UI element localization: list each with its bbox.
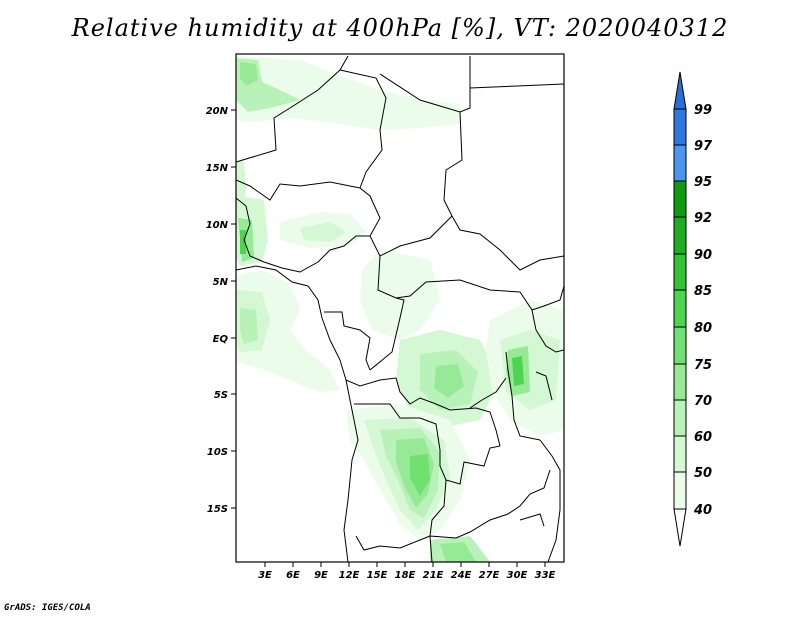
humidity-area (300, 222, 346, 242)
border-line (377, 255, 537, 331)
lon-label: 3E (258, 570, 272, 581)
border-line (505, 351, 541, 441)
colorbar-swatch (673, 253, 687, 291)
border-line (339, 69, 387, 189)
border-line (429, 469, 551, 539)
lat-label: EQ (213, 334, 229, 345)
country-borders (236, 55, 564, 562)
border-line (535, 371, 553, 401)
humidity-area (240, 230, 246, 254)
longitude-axis: 3E 6E 9E 12E 15E 18E 21E 24E 27E 30E 33E (258, 562, 556, 581)
lon-label: 15E (367, 570, 388, 581)
colorbar-label: 80 (694, 321, 712, 336)
colorbar-top-arrow (673, 71, 687, 110)
border-line (429, 535, 433, 562)
lat-label: 10N (206, 220, 229, 231)
border-line (359, 187, 453, 257)
colorbar-label: 90 (694, 248, 712, 263)
lat-label: 20N (206, 106, 229, 117)
border-line (263, 235, 370, 273)
lon-label: 18E (395, 570, 416, 581)
map-title: Relative humidity at 400hPa [%], VT: 202… (71, 14, 729, 42)
border-line (343, 419, 359, 562)
colorbar-swatch (673, 108, 687, 146)
lon-label: 21E (423, 570, 444, 581)
colorbar-swatch (673, 399, 687, 437)
lon-label: 9E (314, 570, 328, 581)
humidity-area (240, 308, 258, 344)
lon-label: 27E (479, 570, 500, 581)
lon-label: 12E (339, 570, 360, 581)
colorbar-label: 95 (694, 175, 712, 190)
colorbar-labels: 99 97 95 92 90 85 80 75 70 60 50 40 (693, 103, 713, 518)
colorbar-label: 40 (693, 503, 712, 518)
lon-label: 6E (286, 570, 300, 581)
colorbar-label: 70 (694, 394, 712, 409)
humidity-area (440, 542, 476, 562)
credit-text: GrADS: IGES/COLA (4, 603, 91, 613)
lon-label: 33E (535, 570, 556, 581)
colorbar-swatch (673, 326, 687, 365)
colorbar-swatch (673, 363, 687, 401)
border-line (236, 265, 355, 421)
lat-label: 10S (207, 447, 228, 458)
lat-label: 5N (213, 277, 229, 288)
border-line (354, 403, 501, 485)
humidity-area (240, 62, 258, 86)
latitude-axis: 20N 15N 10N 5N EQ 5S 10S 15S (206, 106, 236, 515)
colorbar-swatch (673, 471, 687, 510)
lat-label: 5S (214, 390, 228, 401)
colorbar-swatch (673, 289, 687, 328)
colorbar-label: 75 (694, 358, 712, 373)
colorbar-label: 85 (694, 284, 712, 299)
colorbar-label: 50 (694, 466, 712, 481)
border-line (531, 285, 564, 311)
border-line (443, 111, 564, 271)
colorbar-swatch (673, 216, 687, 255)
humidity-area (236, 56, 460, 130)
border-line (236, 179, 361, 201)
border-line (369, 297, 405, 371)
colorbar-label: 99 (694, 103, 712, 118)
lon-label: 30E (507, 570, 528, 581)
colorbar-swatch (673, 144, 687, 182)
humidity-area (360, 250, 440, 340)
border-line (519, 513, 545, 527)
humidity-area (410, 454, 430, 496)
colorbar-swatch (673, 180, 687, 218)
colorbar-label: 97 (694, 139, 713, 154)
colorbar-label: 92 (694, 211, 712, 226)
humidity-area (512, 356, 524, 386)
colorbar (673, 71, 687, 547)
border-line (469, 83, 564, 89)
border-line (535, 329, 564, 353)
humidity-area (434, 364, 464, 398)
map-frame (235, 53, 565, 563)
colorbar-bottom-arrow (673, 508, 687, 547)
border-line (539, 439, 561, 562)
humidity-shading (236, 56, 564, 562)
colorbar-label: 60 (694, 430, 712, 445)
lon-label: 24E (451, 570, 472, 581)
border-line (324, 311, 371, 371)
border-line (469, 377, 507, 409)
lat-label: 15S (207, 504, 228, 515)
border-line (355, 535, 431, 551)
lat-label: 15N (206, 163, 229, 174)
colorbar-swatch (673, 435, 687, 473)
border-line (236, 197, 265, 263)
border-line (345, 377, 501, 447)
